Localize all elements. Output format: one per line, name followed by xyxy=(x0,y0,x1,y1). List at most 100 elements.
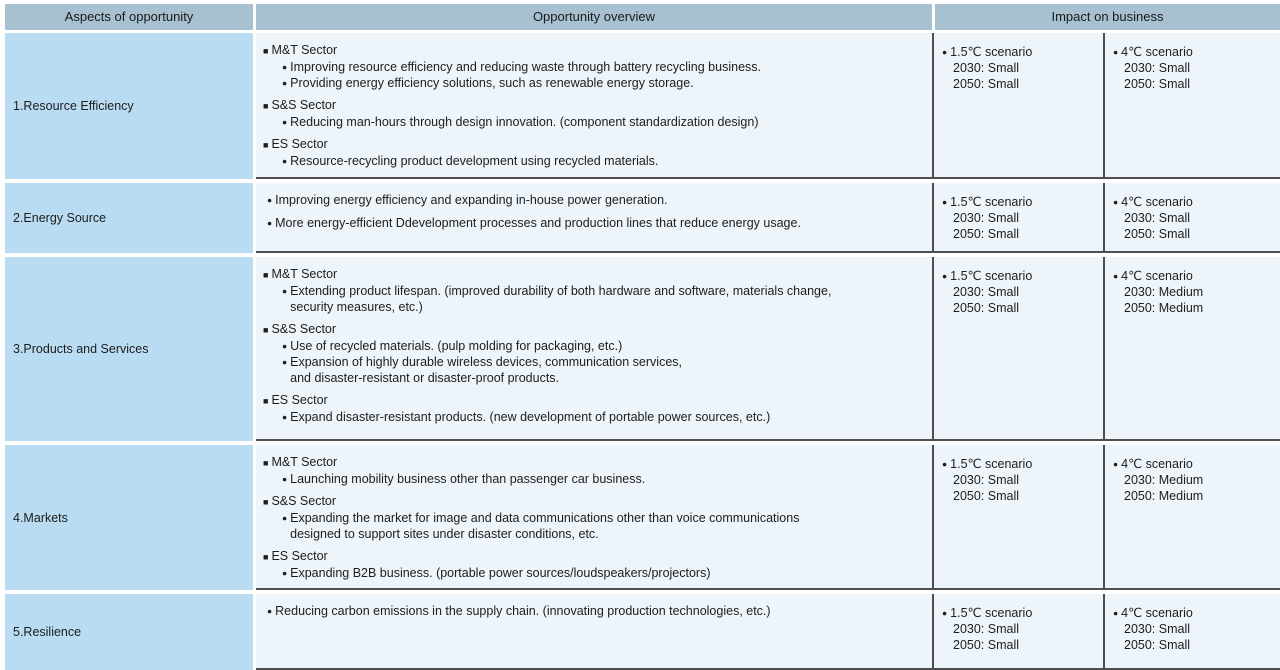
sector-heading-text: S&S Sector xyxy=(271,322,337,336)
scenario-title: ● 1.5℃ scenario xyxy=(942,194,1097,210)
aspect-label: 2.Energy Source xyxy=(5,183,253,253)
scenario-title-text: 4℃ scenario xyxy=(1121,457,1193,471)
scenario-value-2050: 2050: Small xyxy=(953,638,1020,652)
scenario-title-text: 4℃ scenario xyxy=(1121,195,1193,209)
scenario-value-2030: 2030: Medium xyxy=(1124,285,1204,299)
square-bullet-icon: ■ xyxy=(263,458,269,468)
impact-scenario-4c: ● 4℃ scenario 2030: Medium 2050: Medium xyxy=(1103,257,1280,439)
scenario-title-text: 1.5℃ scenario xyxy=(950,269,1033,283)
overview-cell: ● Reducing carbon emissions in the supply… xyxy=(256,594,932,668)
scenario-title-text: 1.5℃ scenario xyxy=(950,195,1033,209)
overview-item-text: Reducing man-hours through design innova… xyxy=(290,115,759,129)
overview-item: ● Expansion of highly durable wireless de… xyxy=(256,354,924,386)
circle-bullet-icon: ● xyxy=(1113,608,1119,618)
overview-item: ● Resource-recycling product development … xyxy=(256,153,924,169)
impact-scenario-1-5c: ● 1.5℃ scenario 2030: Small 2050: Small xyxy=(932,594,1103,668)
sector-heading: ■ M&T Sector xyxy=(256,454,924,471)
overview-item-text: Launching mobility business other than p… xyxy=(290,472,646,486)
scenario-title-text: 4℃ scenario xyxy=(1121,269,1193,283)
sector-heading-text: M&T Sector xyxy=(271,43,338,57)
square-bullet-icon: ■ xyxy=(263,46,269,56)
overview-item: ● Expanding the market for image and data… xyxy=(256,510,924,542)
circle-bullet-icon: ● xyxy=(282,62,288,72)
impact-scenario-4c: ● 4℃ scenario 2030: Medium 2050: Medium xyxy=(1103,445,1280,588)
header-aspects-of-opportunity: Aspects of opportunity xyxy=(5,4,253,30)
overview-cell: ■ M&T Sector ● Extending product lifespan. … xyxy=(256,257,932,439)
scenario-value-2030: 2030: Small xyxy=(953,473,1020,487)
circle-bullet-icon: ● xyxy=(282,412,288,422)
table-row: 4.Markets ■ M&T Sector ● Launching mobility … xyxy=(5,445,1280,590)
sector-heading-text: S&S Sector xyxy=(271,98,337,112)
aspect-label-text: 2.Energy Source xyxy=(13,211,107,225)
impact-scenario-1-5c: ● 1.5℃ scenario 2030: Small 2050: Small xyxy=(932,183,1103,251)
circle-bullet-icon: ● xyxy=(282,513,288,523)
square-bullet-icon: ■ xyxy=(263,497,269,507)
circle-bullet-icon: ● xyxy=(282,286,288,296)
scenario-title-text: 1.5℃ scenario xyxy=(950,606,1033,620)
impact-scenario-4c: ● 4℃ scenario 2030: Small 2050: Small xyxy=(1103,183,1280,251)
sector-heading: ■ ES Sector xyxy=(256,548,924,565)
row-content: ● Reducing carbon emissions in the supply… xyxy=(256,594,1280,670)
sector-heading: ■ ES Sector xyxy=(256,392,924,409)
table-row: 3.Products and Services ■ M&T Sector ● Exten… xyxy=(5,257,1280,441)
scenario-title: ● 4℃ scenario xyxy=(1113,268,1274,284)
overview-item-text: Expanding B2B business. (portable power … xyxy=(290,566,711,580)
overview-item: ● Improving energy efficiency and expandi… xyxy=(256,192,924,208)
aspect-label-text: 5.Resilience xyxy=(13,625,82,639)
scenario-value-2050: 2050: Small xyxy=(953,301,1020,315)
scenario-value-2050: 2050: Medium xyxy=(1124,301,1204,315)
overview-item: ● Reducing man-hours through design innov… xyxy=(256,114,924,130)
sector-heading-text: ES Sector xyxy=(271,137,328,151)
overview-cell: ■ M&T Sector ● Launching mobility business … xyxy=(256,445,932,588)
impact-scenario-1-5c: ● 1.5℃ scenario 2030: Small 2050: Small xyxy=(932,33,1103,177)
circle-bullet-icon: ● xyxy=(1113,271,1119,281)
sector-heading-text: ES Sector xyxy=(271,393,328,407)
overview-item-text: Resource-recycling product development u… xyxy=(290,154,659,168)
scenario-value-2050: 2050: Small xyxy=(1124,227,1191,241)
scenario-value-2030: 2030: Small xyxy=(1124,61,1191,75)
overview-item: ● Reducing carbon emissions in the supply… xyxy=(256,603,924,619)
sector-heading: ■ M&T Sector xyxy=(256,266,924,283)
overview-item-text: Use of recycled materials. (pulp molding… xyxy=(290,339,623,353)
table-row: 2.Energy Source ● Improving energy efficie… xyxy=(5,183,1280,253)
sector-heading: ■ S&S Sector xyxy=(256,97,924,114)
circle-bullet-icon: ● xyxy=(282,357,288,367)
overview-cell: ● Improving energy efficiency and expandi… xyxy=(256,183,932,251)
overview-item-text: Providing energy efficiency solutions, s… xyxy=(290,76,694,90)
scenario-title-text: 1.5℃ scenario xyxy=(950,457,1033,471)
scenario-title-text: 1.5℃ scenario xyxy=(950,45,1033,59)
table-header-row: Aspects of opportunity Opportunity overv… xyxy=(5,4,1280,30)
overview-item-text: Expansion of highly durable wireless dev… xyxy=(290,355,682,385)
scenario-value-2030: 2030: Small xyxy=(953,285,1020,299)
row-content: ● Improving energy efficiency and expandi… xyxy=(256,183,1280,253)
scenario-value-2030: 2030: Small xyxy=(953,622,1020,636)
square-bullet-icon: ■ xyxy=(263,396,269,406)
scenario-value-2030: 2030: Small xyxy=(1124,211,1191,225)
aspect-label-text: 4.Markets xyxy=(13,510,68,525)
sector-heading: ■ S&S Sector xyxy=(256,493,924,510)
scenario-value-2050: 2050: Small xyxy=(953,227,1020,241)
circle-bullet-icon: ● xyxy=(942,608,948,618)
sector-heading: ■ S&S Sector xyxy=(256,321,924,338)
circle-bullet-icon: ● xyxy=(942,197,948,207)
overview-item-text: Extending product lifespan. (improved du… xyxy=(290,284,832,314)
overview-item: ● Launching mobility business other than … xyxy=(256,471,924,487)
overview-item-text: Reducing carbon emissions in the supply … xyxy=(275,604,771,618)
square-bullet-icon: ■ xyxy=(263,101,269,111)
sector-heading-text: S&S Sector xyxy=(271,494,337,508)
circle-bullet-icon: ● xyxy=(267,195,273,205)
table-body: 1.Resource Efficiency ■ M&T Sector ● Improvi… xyxy=(5,33,1280,670)
aspect-label: 5.Resilience xyxy=(5,594,253,670)
circle-bullet-icon: ● xyxy=(1113,47,1119,57)
scenario-value-2030: 2030: Small xyxy=(1124,622,1191,636)
scenario-value-2050: 2050: Small xyxy=(1124,77,1191,91)
scenario-value-2030: 2030: Medium xyxy=(1124,473,1204,487)
scenario-title: ● 1.5℃ scenario xyxy=(942,605,1097,621)
scenario-value-2050: 2050: Medium xyxy=(1124,489,1204,503)
circle-bullet-icon: ● xyxy=(282,474,288,484)
aspect-label-text: 3.Products and Services xyxy=(13,342,149,356)
circle-bullet-icon: ● xyxy=(282,117,288,127)
overview-item-text: Expanding the market for image and data … xyxy=(290,511,800,541)
sector-heading-text: M&T Sector xyxy=(271,455,338,469)
